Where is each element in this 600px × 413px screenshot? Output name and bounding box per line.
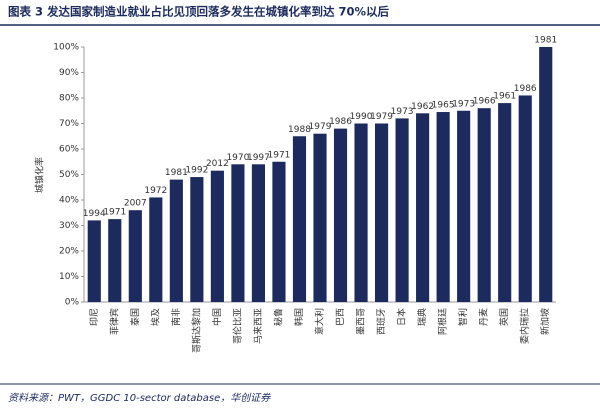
bar <box>210 170 224 302</box>
bar <box>333 128 348 302</box>
x-tick-label: 巴西 <box>335 308 346 326</box>
bar-label: 1962 <box>411 102 434 112</box>
bar <box>190 177 204 302</box>
y-tick-label: 0% <box>65 298 80 308</box>
x-tick-label: 韩国 <box>293 308 305 326</box>
x-tick-label: 哥伦比亚 <box>231 308 243 344</box>
bar <box>87 220 101 302</box>
bar-label: 1973 <box>452 99 475 109</box>
bar-label: 1986 <box>514 84 537 94</box>
bar <box>313 133 327 302</box>
bar <box>149 197 163 302</box>
bar-label: 1966 <box>473 97 496 107</box>
x-tick-label: 中国 <box>211 308 223 326</box>
bar <box>457 110 471 302</box>
y-tick-label: 60% <box>59 145 79 155</box>
bar <box>108 219 122 302</box>
bar-label: 1973 <box>391 107 414 117</box>
bar-label: 1981 <box>165 168 188 178</box>
chart-title: 图表 3 发达国家制造业就业占比见顶回落多发生在城镇化率到达 70%以后 <box>8 5 390 19</box>
bar <box>416 113 430 302</box>
bar-label: 2007 <box>124 199 147 209</box>
bar <box>477 108 491 302</box>
x-tick-label: 英国 <box>498 308 510 326</box>
bar-label: 1972 <box>144 186 167 196</box>
x-tick-label: 哥斯达黎加 <box>190 308 202 353</box>
x-tick-label: 丹麦 <box>478 308 490 326</box>
y-tick-label: 10% <box>59 272 79 282</box>
x-tick-label: 菲律宾 <box>108 308 120 335</box>
bar-label: 1990 <box>350 112 373 122</box>
x-tick-label: 阿根廷 <box>437 308 449 335</box>
bar-label: 1971 <box>268 150 291 160</box>
bar <box>272 161 286 302</box>
bar-label: 1971 <box>103 208 126 218</box>
bar <box>169 179 183 302</box>
bar <box>354 123 368 302</box>
y-tick-label: 40% <box>59 196 79 206</box>
x-tick-label: 秘鲁 <box>272 308 284 326</box>
bar-label: 1994 <box>83 209 106 219</box>
y-tick-label: 100% <box>53 43 79 53</box>
y-tick-label: 70% <box>59 119 79 129</box>
x-tick-label: 南非 <box>170 308 182 326</box>
bar-label: 1981 <box>534 36 557 46</box>
bar <box>395 118 409 303</box>
bar <box>231 164 245 302</box>
y-tick-label: 30% <box>59 221 79 231</box>
bar-label: 1965 <box>432 101 455 111</box>
bar-label: 1961 <box>493 92 516 102</box>
bar-label: 1979 <box>370 112 393 122</box>
y-tick-label: 90% <box>59 68 79 78</box>
bar <box>539 47 553 302</box>
bar-label: 2012 <box>206 159 229 169</box>
x-tick-label: 日本 <box>396 308 408 326</box>
y-axis-label: 城镇化率 <box>34 157 46 193</box>
y-tick-label: 20% <box>59 247 79 257</box>
bar-label: 1970 <box>226 153 249 163</box>
x-tick-label: 委内瑞拉 <box>519 308 531 344</box>
bar-label: 1986 <box>329 117 352 127</box>
x-tick-label: 墨西哥 <box>356 308 367 335</box>
bar <box>251 164 266 302</box>
source: 资料来源：PWT，GGDC 10-sector database，华创证券 <box>8 392 271 404</box>
x-tick-label: 新加坡 <box>539 308 551 335</box>
bar <box>436 112 450 303</box>
x-tick-label: 智利 <box>457 308 469 326</box>
x-tick-label: 意大利 <box>314 308 326 335</box>
y-tick-label: 50% <box>59 170 79 180</box>
bar <box>128 210 142 302</box>
bar-label: 1988 <box>288 125 311 135</box>
x-tick-label: 埃及 <box>149 308 161 326</box>
x-tick-label: 印尼 <box>88 308 100 326</box>
bar <box>374 123 389 302</box>
x-tick-label: 马来西亚 <box>253 308 264 344</box>
x-tick-label: 泰国 <box>129 308 141 326</box>
bar-label: 1997 <box>247 153 270 163</box>
bar-label: 1979 <box>309 122 332 132</box>
y-tick-label: 80% <box>59 94 79 104</box>
x-tick-label: 西班牙 <box>375 308 387 335</box>
bar <box>498 103 512 302</box>
x-tick-label: 瑞典 <box>416 308 428 326</box>
bar <box>518 95 532 302</box>
bar <box>292 136 307 302</box>
bar-label: 1992 <box>185 166 208 176</box>
